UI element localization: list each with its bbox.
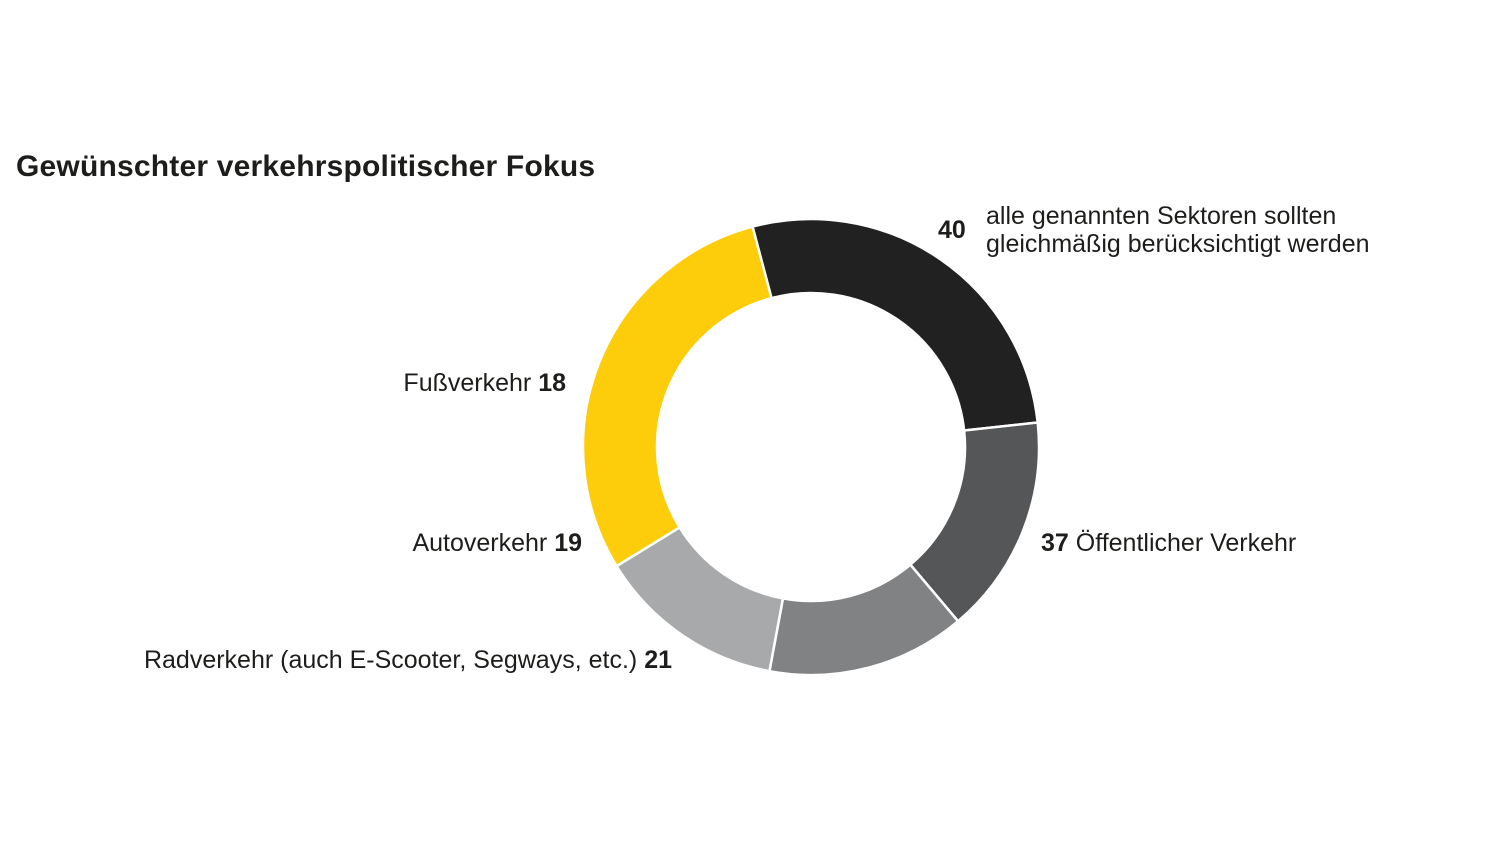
segment-value-sectors: 40	[938, 216, 966, 244]
segment-value-auto: 19	[554, 529, 582, 557]
segment-label-oev: 37 Öffentlicher Verkehr	[1041, 529, 1296, 557]
segment-name-oev: Öffentlicher Verkehr	[1068, 529, 1297, 557]
segment-label-sectors: alle genannten Sektoren sollten gleichmä…	[986, 202, 1370, 258]
segment-value-rad: 21	[644, 646, 672, 674]
segment-name-auto: Autoverkehr	[412, 529, 555, 557]
segment-fuss	[614, 525, 785, 673]
segment-oev	[751, 217, 1040, 432]
segment-value-fuss: 18	[538, 369, 566, 397]
segment-label-rad: Radverkehr (auch E-Scooter, Segways, etc…	[144, 646, 672, 674]
donut-segments	[581, 217, 1041, 677]
segment-name-fuss: Fußverkehr	[403, 369, 539, 397]
segment-label-auto: Autoverkehr 19	[412, 529, 582, 557]
chart-title: Gewünschter verkehrspolitischer Fokus	[16, 150, 596, 183]
segment-label-fuss: Fußverkehr 18	[403, 369, 566, 397]
segment-sectors	[581, 225, 774, 568]
segment-value-oev: 37	[1041, 529, 1069, 557]
segment-name-rad: Radverkehr (auch E-Scooter, Segways, etc…	[143, 646, 645, 674]
